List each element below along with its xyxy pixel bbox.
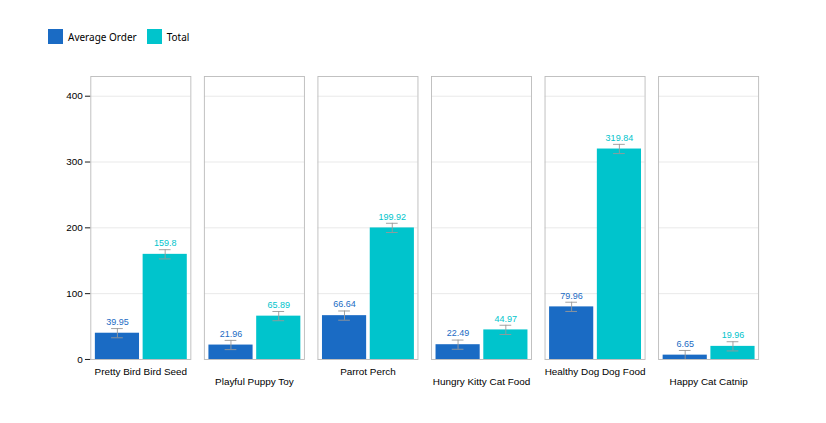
svg-text:Healthy Dog Dog Food: Healthy Dog Dog Food bbox=[545, 366, 646, 377]
svg-text:65.89: 65.89 bbox=[267, 300, 290, 310]
html-text:Average Order: Average Order bbox=[68, 29, 137, 44]
svg-text:44.97: 44.97 bbox=[495, 314, 518, 324]
svg-text:Happy Cat Catnip: Happy Cat Catnip bbox=[670, 376, 749, 387]
svg-text:Hungry Kitty Cat Food: Hungry Kitty Cat Food bbox=[433, 376, 530, 387]
svg-text:Parrot Perch: Parrot Perch bbox=[340, 366, 396, 377]
svg-text:79.96: 79.96 bbox=[560, 291, 583, 301]
svg-text:21.96: 21.96 bbox=[220, 329, 243, 339]
svg-text:66.64: 66.64 bbox=[333, 299, 356, 309]
svg-text:199.92: 199.92 bbox=[379, 212, 407, 222]
svg-text:300: 300 bbox=[66, 156, 83, 167]
svg-text:319.84: 319.84 bbox=[606, 133, 634, 143]
svg-text:19.96: 19.96 bbox=[722, 330, 745, 340]
svg-text:100: 100 bbox=[66, 288, 83, 299]
svg-text:22.49: 22.49 bbox=[447, 328, 470, 338]
svg-text:Pretty Bird Bird Seed: Pretty Bird Bird Seed bbox=[95, 366, 187, 377]
svg-text:6.65: 6.65 bbox=[676, 339, 694, 349]
svg-text:39.95: 39.95 bbox=[106, 317, 129, 327]
svg-text:159.8: 159.8 bbox=[154, 238, 177, 248]
svg-text:200: 200 bbox=[66, 222, 83, 233]
svg-text:400: 400 bbox=[66, 90, 83, 101]
html-text:Total: Total bbox=[166, 29, 190, 44]
svg-text:0: 0 bbox=[77, 354, 83, 365]
svg-text:Playful Puppy Toy: Playful Puppy Toy bbox=[215, 376, 294, 387]
